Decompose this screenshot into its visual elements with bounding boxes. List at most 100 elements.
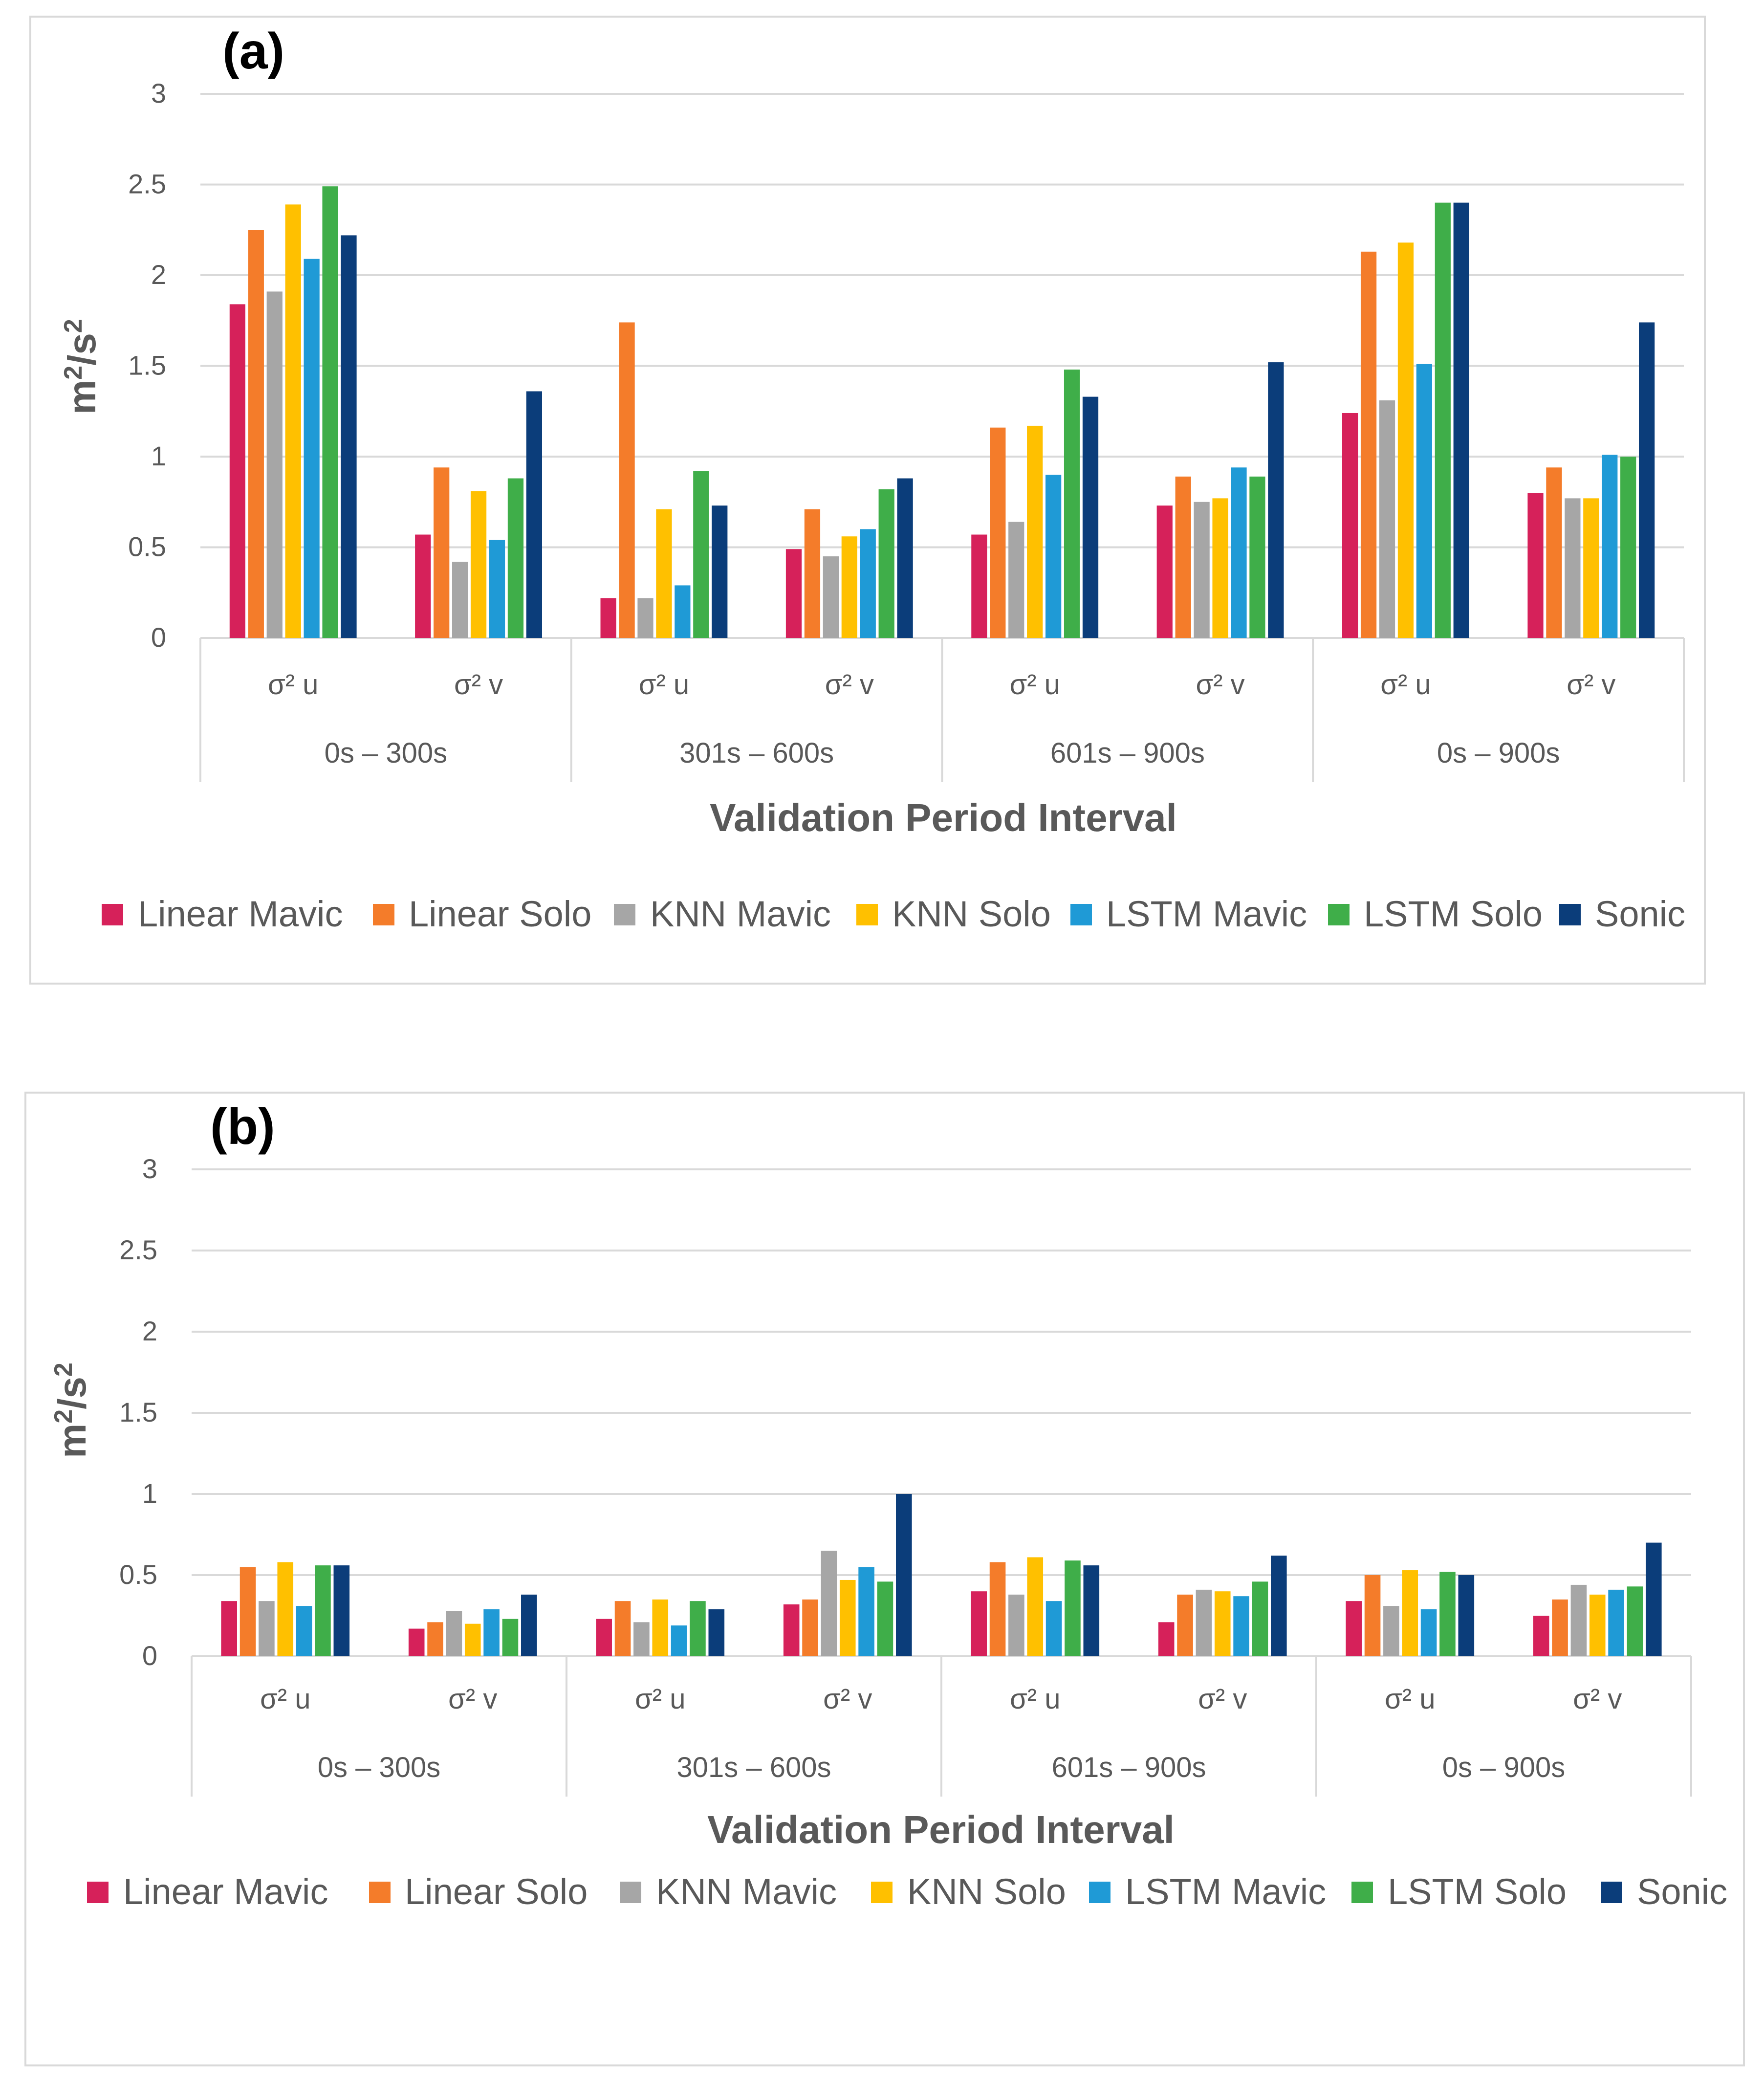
bar-lstm-solo bbox=[877, 1581, 893, 1656]
y-tick-label: 1 bbox=[151, 440, 166, 471]
chart-panel-a: 0 0.5 1 1.5 2 2.5 3 σ² u σ² v σ² u σ² v σ² u σ² v σ² … bbox=[29, 16, 1706, 985]
legend-swatch bbox=[87, 1882, 109, 1903]
bar-lstm-solo bbox=[1435, 202, 1451, 638]
y-tick-label: 2.5 bbox=[119, 1234, 157, 1265]
bar-sonic bbox=[1268, 362, 1284, 638]
bar-knn-mavic bbox=[633, 1622, 650, 1656]
bar-lstm-solo bbox=[690, 1601, 706, 1656]
category-label: σ² u bbox=[268, 669, 318, 701]
y-tick-label: 3 bbox=[142, 1153, 157, 1184]
legend-label: Linear Solo bbox=[409, 894, 591, 934]
y-tick-label: 0.5 bbox=[119, 1559, 157, 1590]
category-label: σ² u bbox=[635, 1683, 685, 1715]
panel-label: (a) bbox=[222, 23, 284, 80]
legend-label: KNN Solo bbox=[892, 894, 1051, 934]
bar-linear-mavic bbox=[1346, 1601, 1362, 1656]
bar-sonic bbox=[341, 235, 357, 638]
bar-knn-mavic bbox=[1194, 502, 1210, 638]
bar-knn-mavic bbox=[1008, 522, 1024, 638]
bar-linear-mavic bbox=[1533, 1616, 1549, 1656]
bar-linear-mavic bbox=[971, 1591, 987, 1656]
legend-label: KNN Mavic bbox=[650, 894, 831, 934]
y-tick-label: 2.5 bbox=[128, 169, 166, 199]
legend-label: Sonic bbox=[1637, 1871, 1727, 1912]
category-label: σ² u bbox=[1009, 669, 1060, 701]
bar-linear-solo bbox=[989, 1562, 1006, 1656]
interval-label: 301s – 600s bbox=[679, 737, 834, 769]
legend-label: LSTM Solo bbox=[1388, 1871, 1567, 1912]
bar-knn-solo bbox=[1027, 1557, 1044, 1656]
bar-knn-solo bbox=[1027, 425, 1043, 638]
y-tick-label: 0.5 bbox=[128, 531, 166, 562]
category-label: σ² v bbox=[825, 669, 874, 701]
bar-linear-mavic bbox=[783, 1604, 800, 1656]
y-tick-label: 1.5 bbox=[128, 350, 166, 381]
legend-swatch bbox=[1351, 1882, 1373, 1903]
bar-sonic bbox=[712, 505, 728, 638]
bar-knn-mavic bbox=[1383, 1606, 1399, 1656]
bar-linear-mavic bbox=[1156, 505, 1173, 638]
bar-lstm-mavic bbox=[483, 1609, 500, 1656]
bar-knn-solo bbox=[1214, 1591, 1231, 1656]
legend-swatch bbox=[369, 1882, 391, 1903]
bar-linear-mavic bbox=[1527, 493, 1544, 638]
bar-knn-solo bbox=[1589, 1594, 1606, 1656]
y-axis-title-sup: 2 bbox=[59, 366, 87, 380]
category-label: σ² v bbox=[454, 669, 503, 701]
bar-lstm-solo bbox=[1439, 1572, 1456, 1656]
bar-knn-mavic bbox=[446, 1611, 462, 1656]
bar-lstm-mavic bbox=[1608, 1589, 1624, 1656]
bar-sonic bbox=[1083, 1565, 1100, 1656]
bar-sonic bbox=[333, 1565, 350, 1656]
bar-lstm-solo bbox=[502, 1619, 519, 1656]
category-label: σ² u bbox=[260, 1683, 310, 1715]
bar-knn-mavic bbox=[1379, 400, 1395, 638]
bar-linear-mavic bbox=[415, 534, 431, 638]
y-tick-label: 0 bbox=[151, 622, 166, 653]
y-axis-title: m2/s2 bbox=[49, 1362, 94, 1458]
panel-label: (b) bbox=[210, 1098, 275, 1155]
bar-knn-solo bbox=[839, 1580, 856, 1656]
bar-linear-mavic bbox=[229, 304, 245, 638]
legend-swatch bbox=[614, 904, 635, 925]
chart-panel-b: 0 0.5 1 1.5 2 2.5 3 σ² u σ² v σ² u σ² v σ² u σ² v σ² … bbox=[24, 1092, 1745, 2066]
bar-knn-solo bbox=[652, 1599, 669, 1656]
bar-lstm-mavic bbox=[1045, 1601, 1062, 1656]
category-label: σ² v bbox=[1198, 1683, 1247, 1715]
y-tick-label: 3 bbox=[151, 78, 166, 109]
bar-lstm-mavic bbox=[858, 1567, 874, 1656]
bar-knn-mavic bbox=[1565, 498, 1581, 638]
bar-knn-solo bbox=[841, 536, 857, 638]
bar-sonic bbox=[1639, 322, 1655, 638]
y-axis-title-part: /s bbox=[50, 1377, 94, 1409]
bar-linear-mavic bbox=[971, 534, 987, 638]
bar-lstm-solo bbox=[693, 471, 709, 638]
interval-label: 0s – 300s bbox=[325, 737, 448, 769]
bar-linear-solo bbox=[1546, 467, 1562, 638]
bar-lstm-solo bbox=[1620, 457, 1636, 638]
y-tick-label: 1.5 bbox=[119, 1397, 157, 1427]
category-label: σ² u bbox=[1385, 1683, 1435, 1715]
bar-linear-mavic bbox=[1342, 413, 1358, 638]
bar-lstm-mavic bbox=[860, 529, 876, 638]
y-axis-title-part: m bbox=[50, 1424, 94, 1458]
bar-knn-solo bbox=[1402, 1570, 1418, 1656]
y-axis-title-sup: 2 bbox=[49, 1409, 78, 1424]
category-label: σ² u bbox=[1010, 1683, 1060, 1715]
legend-label: LSTM Mavic bbox=[1106, 894, 1307, 934]
category-label: σ² v bbox=[1196, 669, 1244, 701]
bar-knn-solo bbox=[1212, 498, 1228, 638]
interval-label: 0s – 900s bbox=[1442, 1752, 1566, 1783]
y-axis-title-sup: 2 bbox=[59, 319, 87, 333]
bar-lstm-mavic bbox=[1045, 475, 1062, 638]
interval-label: 601s – 900s bbox=[1050, 737, 1205, 769]
y-axis-title-part: /s bbox=[60, 333, 104, 366]
bar-knn-mavic bbox=[821, 1551, 837, 1656]
bar-knn-mavic bbox=[1008, 1594, 1024, 1656]
bar-knn-mavic bbox=[452, 562, 468, 638]
legend-swatch bbox=[1070, 904, 1092, 925]
bar-lstm-mavic bbox=[1416, 364, 1432, 638]
bar-knn-mavic bbox=[266, 291, 283, 638]
legend-label: Sonic bbox=[1595, 894, 1685, 934]
bar-linear-solo bbox=[802, 1599, 818, 1656]
